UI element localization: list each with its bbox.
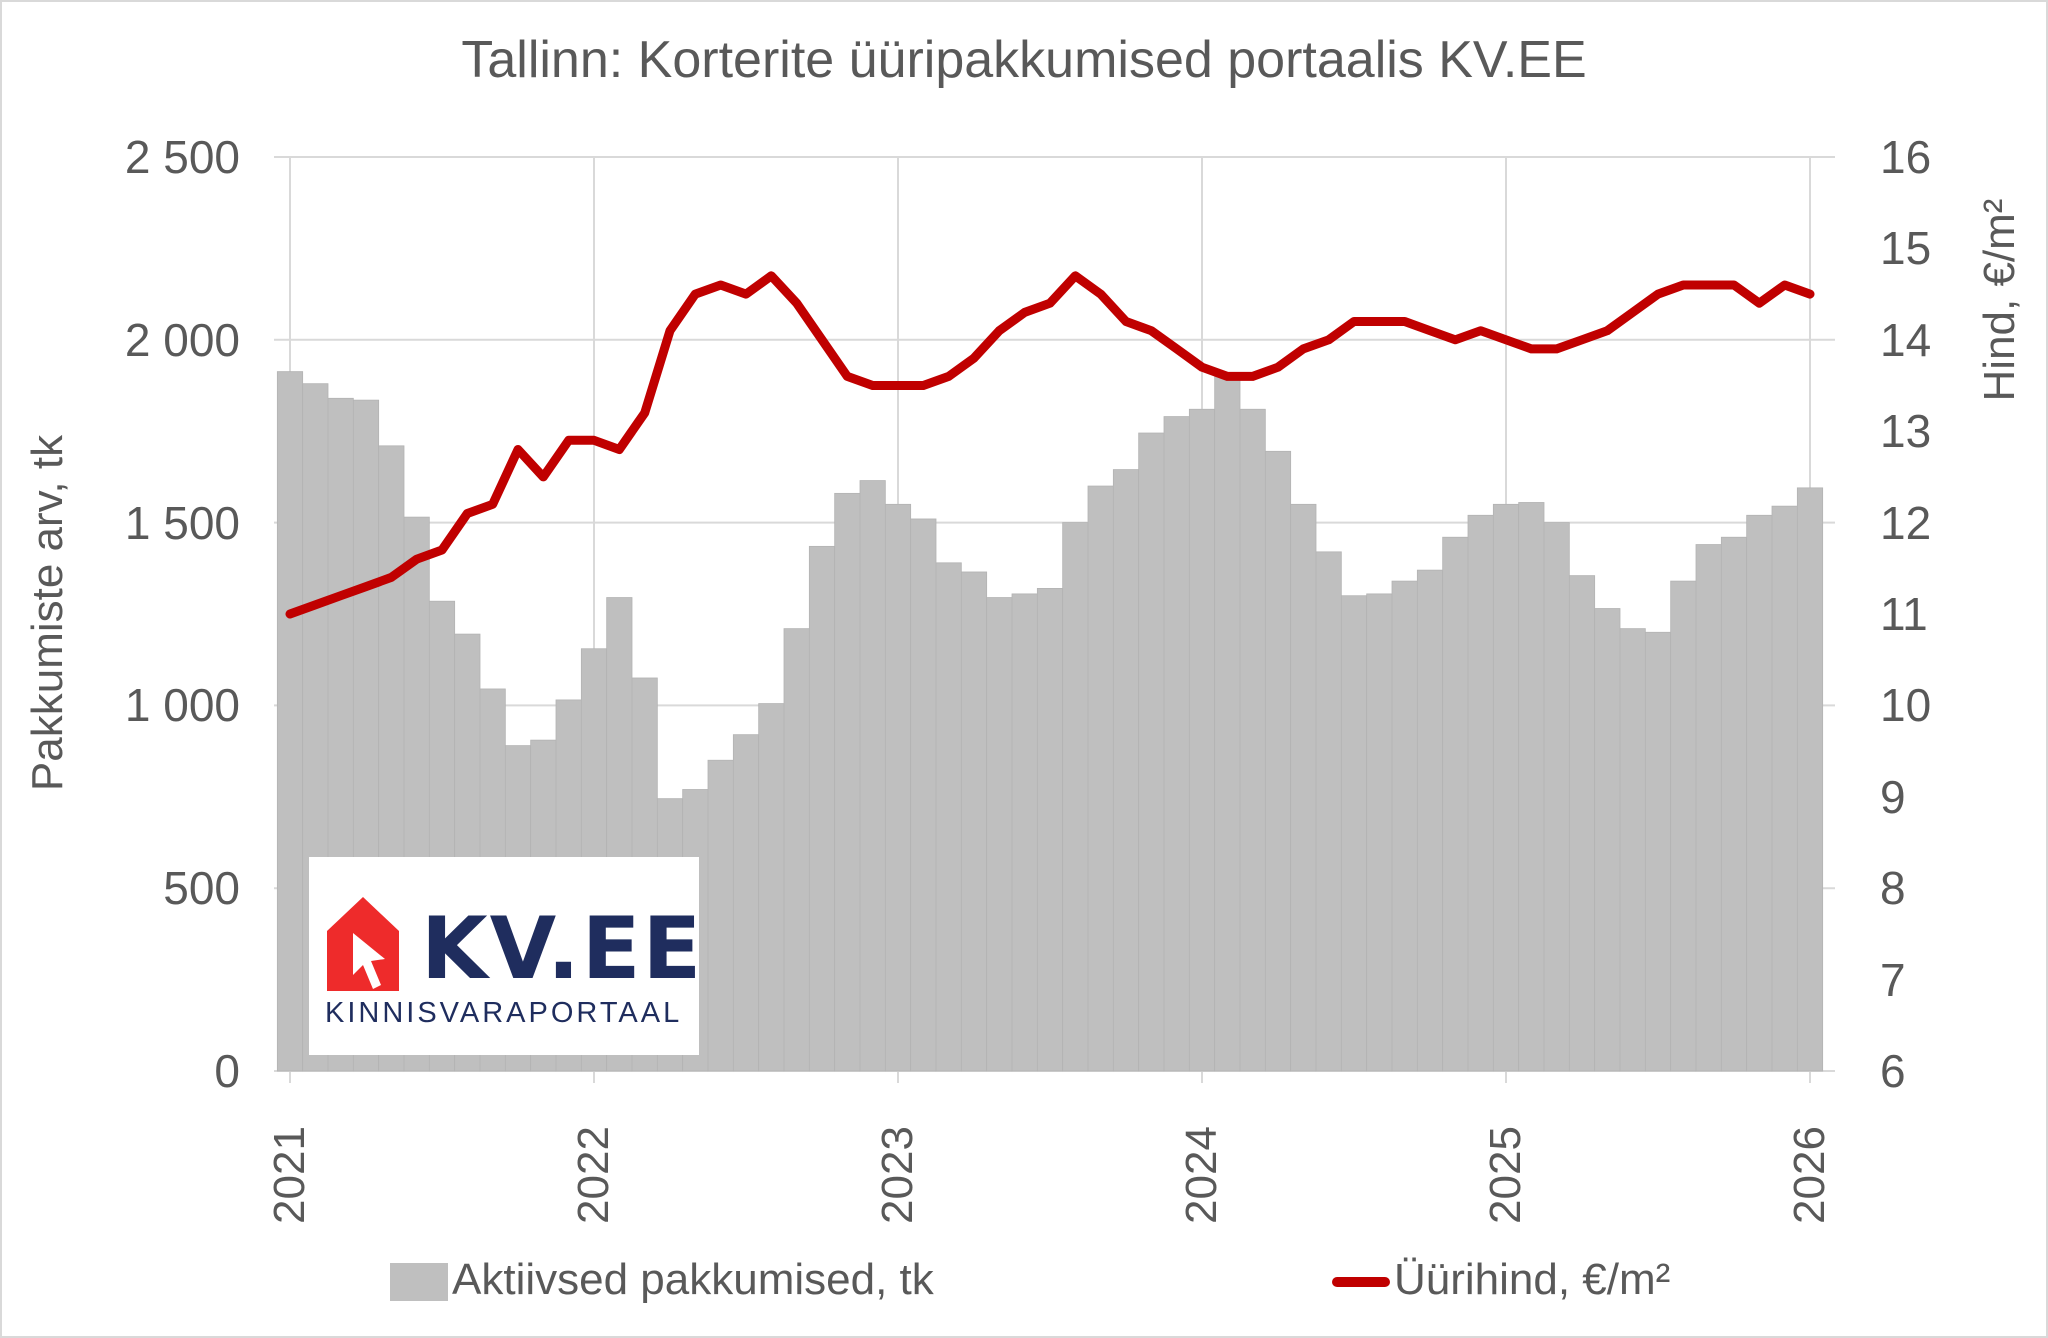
legend-bar-label: Aktiivsed pakkumised, tk bbox=[452, 1255, 934, 1304]
bar bbox=[1391, 580, 1418, 1072]
y-tick-left: 2 000 bbox=[124, 313, 240, 366]
y-tick-right: 15 bbox=[1880, 222, 1932, 275]
bar bbox=[1138, 432, 1165, 1072]
logo-tagline: KINNISVARAPORTAAL bbox=[325, 997, 683, 1029]
bar bbox=[732, 734, 760, 1072]
price-line bbox=[285, 271, 1815, 619]
bar bbox=[1340, 595, 1368, 1072]
bar bbox=[707, 759, 734, 1072]
bar bbox=[1163, 416, 1190, 1072]
bar bbox=[1771, 505, 1798, 1072]
y-tick-left: 1 000 bbox=[124, 679, 240, 732]
x-tick: 2025 bbox=[1481, 1126, 1530, 1224]
bar bbox=[1188, 408, 1216, 1072]
legend-item-bars: Aktiivsed pakkumised, tk bbox=[390, 1255, 934, 1305]
bar bbox=[758, 703, 785, 1072]
y-tick-left: 500 bbox=[163, 862, 240, 915]
bar bbox=[1543, 522, 1570, 1072]
y-tick-right: 14 bbox=[1880, 313, 1932, 366]
y-tick-right: 11 bbox=[1880, 588, 1928, 640]
legend-item-line: Üürihind, €/m² bbox=[1332, 1255, 1670, 1305]
y-tick-right: 16 bbox=[1880, 131, 1932, 183]
legend-line-swatch bbox=[1332, 1277, 1390, 1288]
bar bbox=[1796, 487, 1824, 1072]
x-tick: 2023 bbox=[873, 1126, 922, 1224]
y-tick-right: 7 bbox=[1880, 953, 1906, 1006]
x-tick: 2026 bbox=[1785, 1126, 1834, 1224]
bar bbox=[1062, 522, 1089, 1072]
bar bbox=[1315, 551, 1342, 1072]
bar bbox=[1670, 580, 1697, 1072]
bar bbox=[1416, 569, 1444, 1072]
bar bbox=[1720, 536, 1748, 1072]
legend-line-label: Üürihind, €/m² bbox=[1394, 1255, 1671, 1304]
bar bbox=[1214, 375, 1241, 1072]
y-tick-left: 0 bbox=[214, 1045, 240, 1097]
bar bbox=[1290, 503, 1317, 1072]
bar bbox=[1492, 503, 1520, 1072]
bar bbox=[1695, 544, 1722, 1072]
bar bbox=[1011, 593, 1038, 1072]
bar bbox=[783, 628, 810, 1072]
x-tick: 2022 bbox=[569, 1126, 618, 1224]
y-tick-left: 2 500 bbox=[124, 131, 240, 183]
bar bbox=[1619, 628, 1646, 1072]
house-cursor-icon bbox=[327, 897, 399, 991]
bar bbox=[1442, 536, 1469, 1072]
bar bbox=[1087, 485, 1114, 1072]
legend-bar-swatch bbox=[390, 1263, 448, 1302]
y-tick-right: 10 bbox=[1880, 679, 1932, 732]
bar bbox=[1239, 408, 1266, 1072]
kv-ee-logo: KV.EE KINNISVARAPORTAAL bbox=[309, 857, 701, 1055]
bar bbox=[884, 503, 912, 1072]
bar bbox=[1518, 502, 1545, 1072]
y-tick-right: 6 bbox=[1880, 1045, 1906, 1097]
y-tick-right: 13 bbox=[1880, 405, 1932, 458]
bar bbox=[1264, 450, 1292, 1072]
bar bbox=[935, 562, 962, 1072]
y-tick-left: 1 500 bbox=[124, 496, 240, 549]
logo-brand: KV.EE bbox=[421, 899, 704, 999]
bar bbox=[910, 518, 937, 1072]
bar bbox=[1644, 631, 1672, 1072]
bar bbox=[276, 371, 304, 1072]
y-tick-right: 12 bbox=[1880, 496, 1932, 549]
y-tick-right: 9 bbox=[1880, 770, 1906, 823]
bar bbox=[1467, 514, 1494, 1072]
bar bbox=[859, 480, 886, 1072]
bar bbox=[960, 571, 988, 1072]
x-tick: 2024 bbox=[1177, 1126, 1226, 1224]
bar bbox=[1568, 575, 1596, 1072]
bar bbox=[1112, 469, 1140, 1072]
bar bbox=[808, 545, 836, 1072]
x-tick: 2021 bbox=[265, 1126, 314, 1224]
chart-title: Tallinn: Korterite üüripakkumised portaa… bbox=[461, 31, 1587, 89]
bar bbox=[1366, 593, 1393, 1072]
bar bbox=[1746, 514, 1773, 1072]
y-tick-right: 8 bbox=[1880, 862, 1906, 915]
bar bbox=[986, 597, 1013, 1072]
bar bbox=[1594, 608, 1621, 1072]
bar bbox=[1036, 588, 1064, 1072]
bar bbox=[834, 492, 861, 1072]
